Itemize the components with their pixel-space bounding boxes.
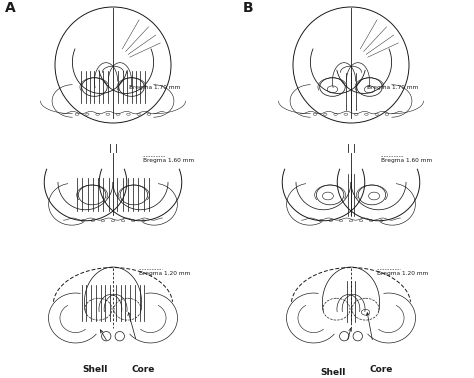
Text: Bregma 1.20 mm: Bregma 1.20 mm [377,271,428,276]
Text: A: A [5,1,16,15]
Text: Bregma 1.70 mm: Bregma 1.70 mm [367,85,419,90]
Text: B: B [243,1,254,15]
Text: Bregma 1.60 mm: Bregma 1.60 mm [143,158,194,163]
Text: Bregma 1.60 mm: Bregma 1.60 mm [381,158,432,163]
Text: Core: Core [131,365,155,374]
Text: Shell: Shell [320,368,346,377]
Text: Bregma 1.20 mm: Bregma 1.20 mm [139,271,191,276]
Text: Shell: Shell [82,365,108,374]
Text: Bregma 1.70 mm: Bregma 1.70 mm [129,85,181,90]
Text: Core: Core [369,365,392,374]
